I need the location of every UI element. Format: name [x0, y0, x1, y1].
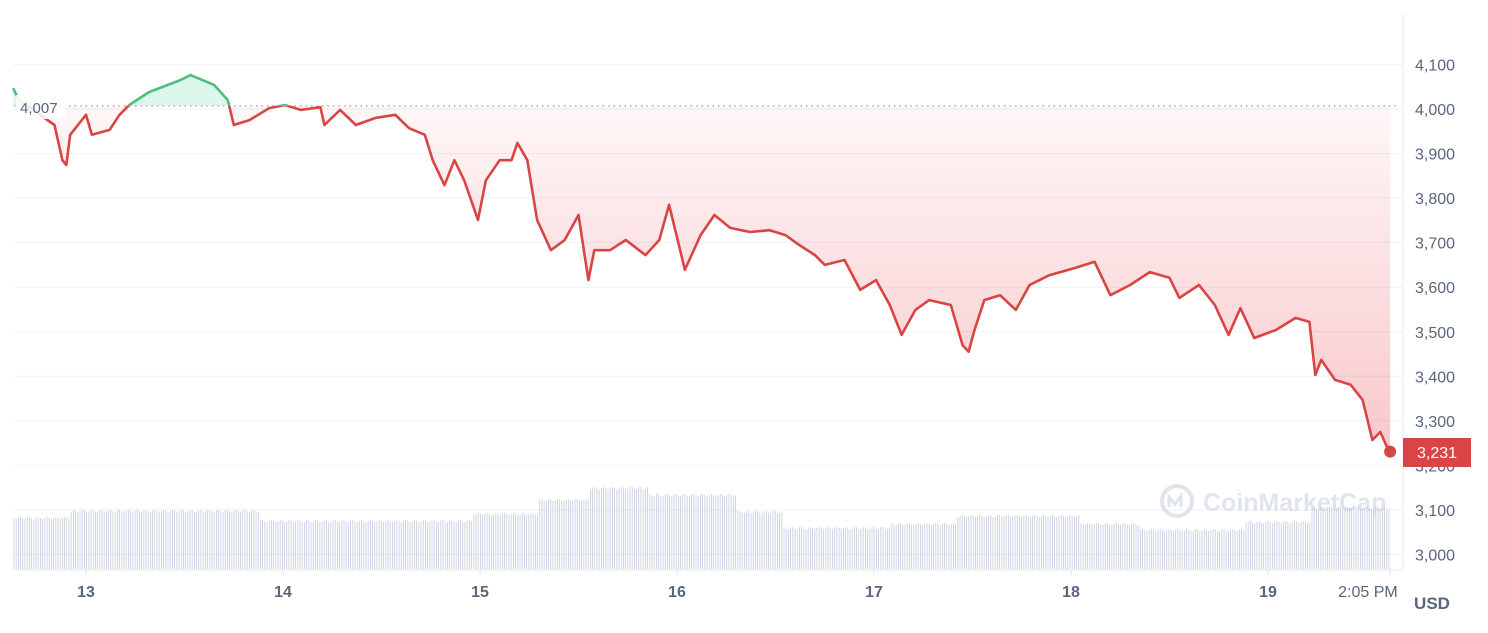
y-tick-label: 3,400	[1415, 369, 1455, 386]
reference-label-bg	[16, 95, 66, 119]
x-tick-label: 13	[77, 584, 95, 601]
price-area-above	[13, 75, 288, 106]
current-price-badge	[1403, 438, 1471, 467]
x-tick-label: 14	[274, 584, 292, 601]
y-tick-label: 3,300	[1415, 414, 1455, 431]
x-tick-label: 2:05 PM	[1338, 584, 1398, 601]
x-tick-label: 18	[1062, 584, 1080, 601]
x-tick-label: 15	[471, 584, 489, 601]
x-tick-label: 19	[1259, 584, 1277, 601]
y-tick-label: 4,100	[1415, 57, 1455, 74]
y-tick-label: 3,700	[1415, 236, 1455, 253]
volume-bars	[13, 486, 1390, 570]
price-line-down	[24, 105, 1391, 453]
y-tick-label: 3,800	[1415, 191, 1455, 208]
y-tick-label: 3,900	[1415, 147, 1455, 164]
watermark-logo: CoinMarketCap	[1160, 484, 1386, 518]
reference-price-label: 4,007	[20, 100, 58, 117]
x-tick-label: 17	[865, 584, 883, 601]
current-price-dot	[1384, 445, 1397, 458]
y-axis: 3,0003,1003,2003,3003,4003,5003,6003,700…	[1415, 57, 1455, 564]
currency-label: USD	[1414, 594, 1450, 613]
current-price-label: 3,231	[1417, 445, 1457, 462]
price-area-below	[13, 105, 1391, 452]
x-axis: 13 14 15 16 17 18 19 2:05 PM	[77, 570, 1398, 601]
y-tick-label: 3,600	[1415, 280, 1455, 297]
watermark-text: CoinMarketCap	[1203, 489, 1386, 517]
y-tick-label: 3,000	[1415, 548, 1455, 565]
y-tick-label: 3,100	[1415, 503, 1455, 520]
y-tick-label: 3,500	[1415, 325, 1455, 342]
y-tick-label: 4,000	[1415, 102, 1455, 119]
x-tick-label: 16	[668, 584, 686, 601]
